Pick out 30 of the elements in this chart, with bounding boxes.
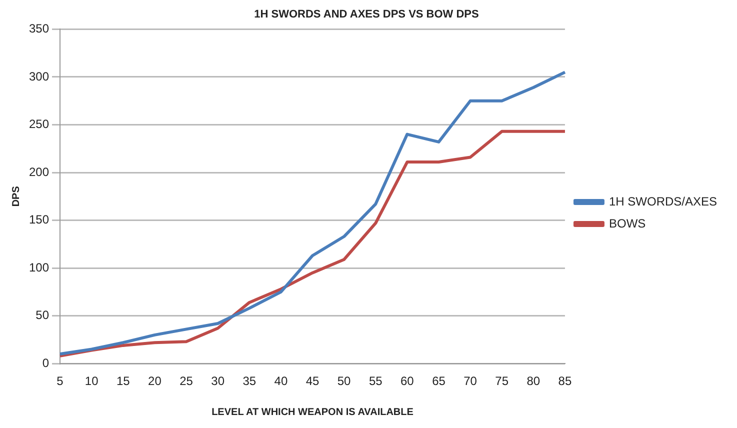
y-tick-label: 50 bbox=[36, 308, 50, 322]
x-axis-title: LEVEL AT WHICH WEAPON IS AVAILABLE bbox=[212, 406, 414, 418]
x-tick-label: 85 bbox=[558, 374, 572, 388]
x-tick-label: 70 bbox=[464, 374, 478, 388]
x-tick-label: 60 bbox=[400, 374, 414, 388]
x-tick-label: 35 bbox=[242, 374, 256, 388]
x-tick-label: 50 bbox=[337, 374, 352, 388]
x-tick-label: 10 bbox=[84, 374, 99, 388]
x-tick-label: 30 bbox=[211, 374, 225, 388]
y-tick-label: 150 bbox=[28, 212, 50, 227]
y-tick-label: 350 bbox=[28, 22, 50, 36]
legend-label: BOWS bbox=[608, 216, 646, 230]
x-tick-label: 75 bbox=[495, 374, 509, 388]
y-tick-label: 300 bbox=[28, 69, 50, 84]
y-tick-label: 200 bbox=[28, 164, 50, 179]
y-axis-title: DPS bbox=[10, 186, 22, 207]
y-tick-label: 100 bbox=[28, 260, 50, 274]
y-tick-label: 250 bbox=[28, 117, 50, 132]
x-tick-label: 65 bbox=[432, 374, 446, 388]
x-tick-label: 20 bbox=[148, 374, 162, 388]
x-tick-label: 15 bbox=[116, 374, 130, 388]
x-tick-label: 55 bbox=[368, 374, 383, 388]
x-tick-label: 5 bbox=[56, 374, 64, 388]
x-tick-label: 25 bbox=[180, 374, 194, 388]
y-tick-label: 0 bbox=[42, 356, 50, 370]
legend-label: 1H SWORDS/AXES bbox=[608, 194, 718, 208]
chart-title: 1H SWORDS AND AXES DPS VS BOW DPS bbox=[254, 8, 479, 21]
x-tick-label: 80 bbox=[526, 374, 540, 388]
x-tick-label: 45 bbox=[306, 374, 320, 388]
x-tick-label: 40 bbox=[274, 374, 288, 388]
